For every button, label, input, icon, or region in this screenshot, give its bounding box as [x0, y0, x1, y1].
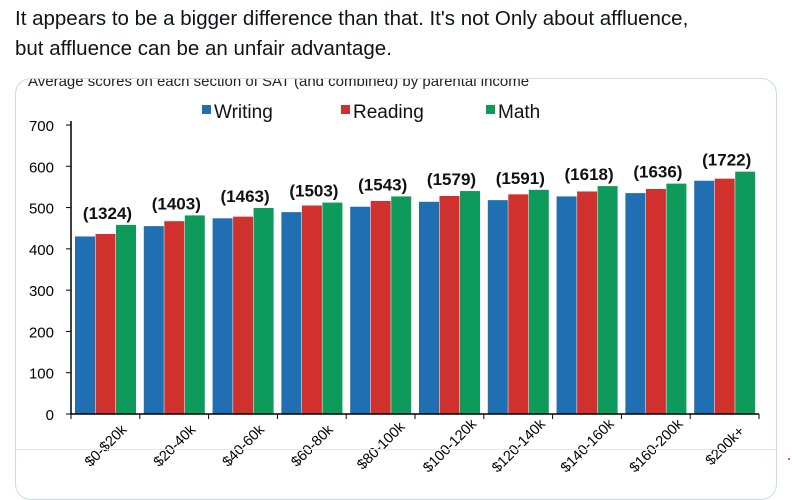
combined-score-label: (1579) [427, 170, 476, 189]
y-tick-label: 700 [29, 118, 54, 135]
bar-writing-5 [419, 201, 439, 414]
combined-score-label: (1636) [633, 163, 682, 182]
bar-writing-7 [556, 196, 577, 414]
combined-score-label: (1618) [565, 165, 614, 184]
bar-reading-6 [508, 194, 529, 414]
legend-label-math: Math [498, 102, 540, 123]
x-tick-label: $200k+ [703, 424, 748, 469]
bar-math-6 [528, 189, 549, 414]
bar-math-1 [184, 215, 205, 414]
bar-writing-4 [350, 206, 371, 414]
x-tick-label: $20-40k [151, 421, 200, 470]
bar-reading-9 [714, 178, 735, 414]
combined-score-label: (1403) [152, 194, 201, 213]
bar-reading-2 [233, 216, 254, 414]
tweet-text-line-1: It appears to be a bigger difference tha… [15, 7, 689, 30]
bar-reading-0 [95, 233, 116, 414]
bar-writing-2 [212, 218, 233, 414]
bar-writing-1 [143, 226, 164, 414]
tweet-text-line-2: but affluence can be an unfair advantage… [15, 37, 392, 60]
bar-reading-3 [301, 205, 322, 414]
tweet-media-card[interactable]: Average scores on each section of SAT (a… [15, 78, 777, 500]
combined-score-label: (1463) [221, 187, 270, 206]
legend-label-reading: Reading [353, 102, 424, 123]
x-tick-label: $140-160k [558, 416, 618, 476]
x-tick-label: $160-200k [627, 416, 687, 476]
bar-math-3 [322, 202, 343, 414]
bar-reading-4 [370, 200, 391, 414]
bar-writing-9 [694, 180, 715, 414]
y-tick-label: 600 [29, 159, 54, 176]
bar-writing-0 [75, 236, 95, 414]
x-tick-label: $60-80k [288, 421, 337, 470]
combined-score-label: (1503) [289, 182, 338, 201]
combined-score-label: (1722) [702, 151, 751, 170]
legend-swatch-math [486, 105, 495, 114]
bar-math-0 [116, 224, 136, 414]
bar-reading-7 [577, 191, 598, 414]
stray-dot [788, 458, 790, 460]
bar-math-2 [253, 207, 274, 414]
card-bottom-divider [16, 449, 776, 450]
bar-math-7 [597, 186, 618, 414]
legend-swatch-reading [341, 105, 350, 114]
x-tick-label: $0-$20k [82, 421, 131, 470]
x-tick-label: $40-60k [220, 421, 269, 470]
legend-swatch-writing [202, 105, 211, 114]
y-tick-label: 300 [29, 283, 54, 300]
bar-math-4 [391, 196, 412, 414]
x-tick-label: $100-120k [420, 416, 480, 476]
combined-score-label: (1591) [496, 169, 545, 188]
bar-math-9 [735, 171, 756, 414]
x-tick-label: $80-100k [354, 419, 409, 474]
legend-label-writing: Writing [214, 102, 273, 123]
chart-title: Average scores on each section of SAT (a… [28, 79, 529, 90]
y-tick-label: 100 [29, 366, 54, 383]
tweet-text: It appears to be a bigger difference tha… [15, 4, 785, 64]
combined-score-label: (1324) [83, 204, 132, 223]
bar-math-5 [460, 191, 480, 414]
bar-reading-1 [164, 221, 185, 414]
y-tick-label: 500 [29, 201, 54, 218]
combined-score-label: (1543) [358, 175, 407, 194]
bar-reading-5 [439, 196, 460, 414]
y-tick-label: 0 [46, 407, 54, 424]
y-tick-label: 400 [29, 242, 54, 259]
bar-writing-3 [281, 212, 302, 414]
x-tick-label: $120-140k [489, 416, 549, 476]
bar-writing-6 [487, 200, 508, 414]
sat-scores-bar-chart: Average scores on each section of SAT (a… [16, 79, 776, 476]
bar-writing-8 [625, 193, 646, 414]
bar-reading-8 [645, 188, 666, 414]
y-tick-label: 200 [29, 324, 54, 341]
bar-math-8 [666, 183, 687, 414]
